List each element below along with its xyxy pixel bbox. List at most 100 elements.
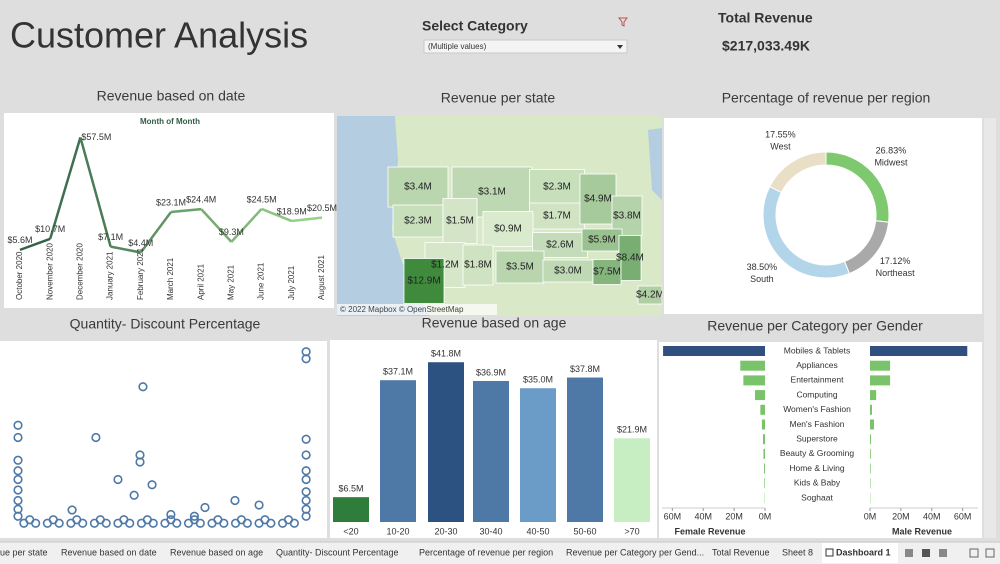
x-tick-label: April 2021: [196, 263, 205, 300]
sheet-tab[interactable]: Sheet 8: [782, 547, 813, 557]
view-icon[interactable]: [922, 549, 930, 557]
bar-male: [870, 360, 891, 371]
data-label: $9.3M: [219, 227, 244, 237]
bar: [473, 380, 509, 522]
scatter-point: [236, 515, 247, 525]
scatter-point: [129, 490, 139, 500]
chart-title: Revenue per Category per Gender: [707, 318, 923, 334]
bar-male: [870, 404, 873, 415]
scatter-point: [213, 515, 223, 525]
scatter-point: [142, 515, 152, 525]
state-region: [387, 166, 449, 208]
data-label: $37.8M: [570, 364, 600, 374]
x-tick-label: November 2020: [45, 243, 54, 300]
state-label: $1.2M: [431, 260, 459, 271]
dashboard-icon[interactable]: [825, 548, 834, 557]
attribution-bg: [337, 304, 497, 315]
x-tick-label: 0M: [864, 511, 877, 521]
bar-female: [663, 346, 765, 356]
category-label: Beauty & Grooming: [780, 448, 854, 458]
scatter-point: [301, 450, 311, 460]
state-region: [495, 250, 545, 284]
category-label: Superstore: [796, 433, 838, 443]
filter-dropdown[interactable]: (Multiple values): [423, 39, 628, 54]
segment-value: 38.50%: [747, 262, 778, 272]
data-label: $37.1M: [383, 367, 413, 377]
state-region: [592, 259, 622, 285]
active-tab: [822, 543, 898, 563]
x-tick-label: 30-40: [479, 526, 502, 536]
state-label: $3.4M: [404, 182, 432, 193]
scatter-point: [230, 495, 240, 506]
scatter-point: [13, 495, 23, 506]
x-tick-label: August 2021: [317, 255, 326, 300]
sheet-tab[interactable]: ue per state: [0, 547, 48, 557]
category-label: Home & Living: [789, 463, 845, 473]
state-label: $4.2M: [636, 290, 664, 301]
sheet-tab[interactable]: Revenue per Category per Gend...: [566, 547, 704, 557]
bar-female: [764, 478, 765, 489]
segment-value: 17.12%: [880, 256, 911, 266]
line-segment: [261, 207, 293, 223]
state-region: [392, 204, 444, 238]
data-label: $4.4M: [128, 238, 153, 248]
sheet-tab[interactable]: Quantity- Discount Percentage: [276, 547, 399, 557]
scatter-point: [13, 432, 23, 443]
scatter-point: [138, 382, 148, 392]
state-region: [618, 235, 642, 281]
state-region: [529, 169, 585, 205]
bar: [520, 388, 556, 522]
filter-icon[interactable]: [618, 17, 628, 27]
state-region: [403, 258, 445, 304]
scatter-point: [13, 420, 23, 430]
panel: [659, 342, 982, 538]
data-label: $21.9M: [617, 425, 647, 435]
sheet-tab[interactable]: Revenue based on date: [61, 547, 157, 557]
scatter-point: [254, 500, 264, 510]
x-tick-label: 40-50: [526, 526, 549, 536]
bar-female: [740, 360, 765, 371]
data-label: $6.5M: [338, 484, 363, 494]
x-tick-label: 50-60: [573, 526, 596, 536]
ocean: [337, 116, 430, 316]
scatter-point: [67, 505, 77, 515]
x-tick-label: 20M: [892, 511, 910, 521]
dropdown-arrow[interactable]: [617, 45, 623, 49]
scatter-point: [260, 515, 270, 525]
scatter-point: [166, 509, 176, 520]
data-label: $24.5M: [247, 194, 277, 204]
view-icon[interactable]: [985, 548, 995, 558]
bar-male: [870, 448, 871, 459]
bar: [567, 377, 603, 522]
scatter-point: [283, 515, 294, 525]
view-icon[interactable]: [969, 548, 979, 558]
tab-bar: [0, 542, 1000, 564]
segment-label: South: [750, 274, 774, 284]
dropdown-box[interactable]: [423, 39, 628, 54]
scatter-point: [166, 515, 176, 525]
view-icon[interactable]: [939, 549, 947, 557]
kpi-value: $217,033.49K: [722, 38, 810, 54]
category-label: Computing: [796, 389, 837, 399]
state-label: $7.5M: [593, 267, 621, 278]
scatter-point: [25, 515, 35, 525]
line-segment: [170, 207, 202, 214]
sheet-tab[interactable]: Dashboard 1: [836, 547, 891, 557]
sheet-tab[interactable]: Revenue based on age: [170, 547, 263, 557]
scrollbar[interactable]: [984, 118, 996, 538]
state-region: [442, 198, 478, 244]
filter-label: Select Category: [422, 18, 528, 34]
dropdown-value[interactable]: (Multiple values): [428, 42, 487, 51]
data-label: $57.5M: [81, 132, 111, 142]
chart-title: Quantity- Discount Percentage: [70, 316, 261, 332]
view-icon[interactable]: [905, 549, 913, 557]
category-label: Entertainment: [791, 375, 845, 385]
scatter-point: [13, 455, 23, 465]
map-attribution: © 2022 Mapbox © OpenStreetMap: [340, 305, 464, 314]
sheet-tab[interactable]: Percentage of revenue per region: [419, 547, 553, 557]
state-region: [482, 211, 534, 247]
segment-value: 17.55%: [765, 129, 796, 139]
sheet-tab[interactable]: Total Revenue: [712, 547, 770, 557]
